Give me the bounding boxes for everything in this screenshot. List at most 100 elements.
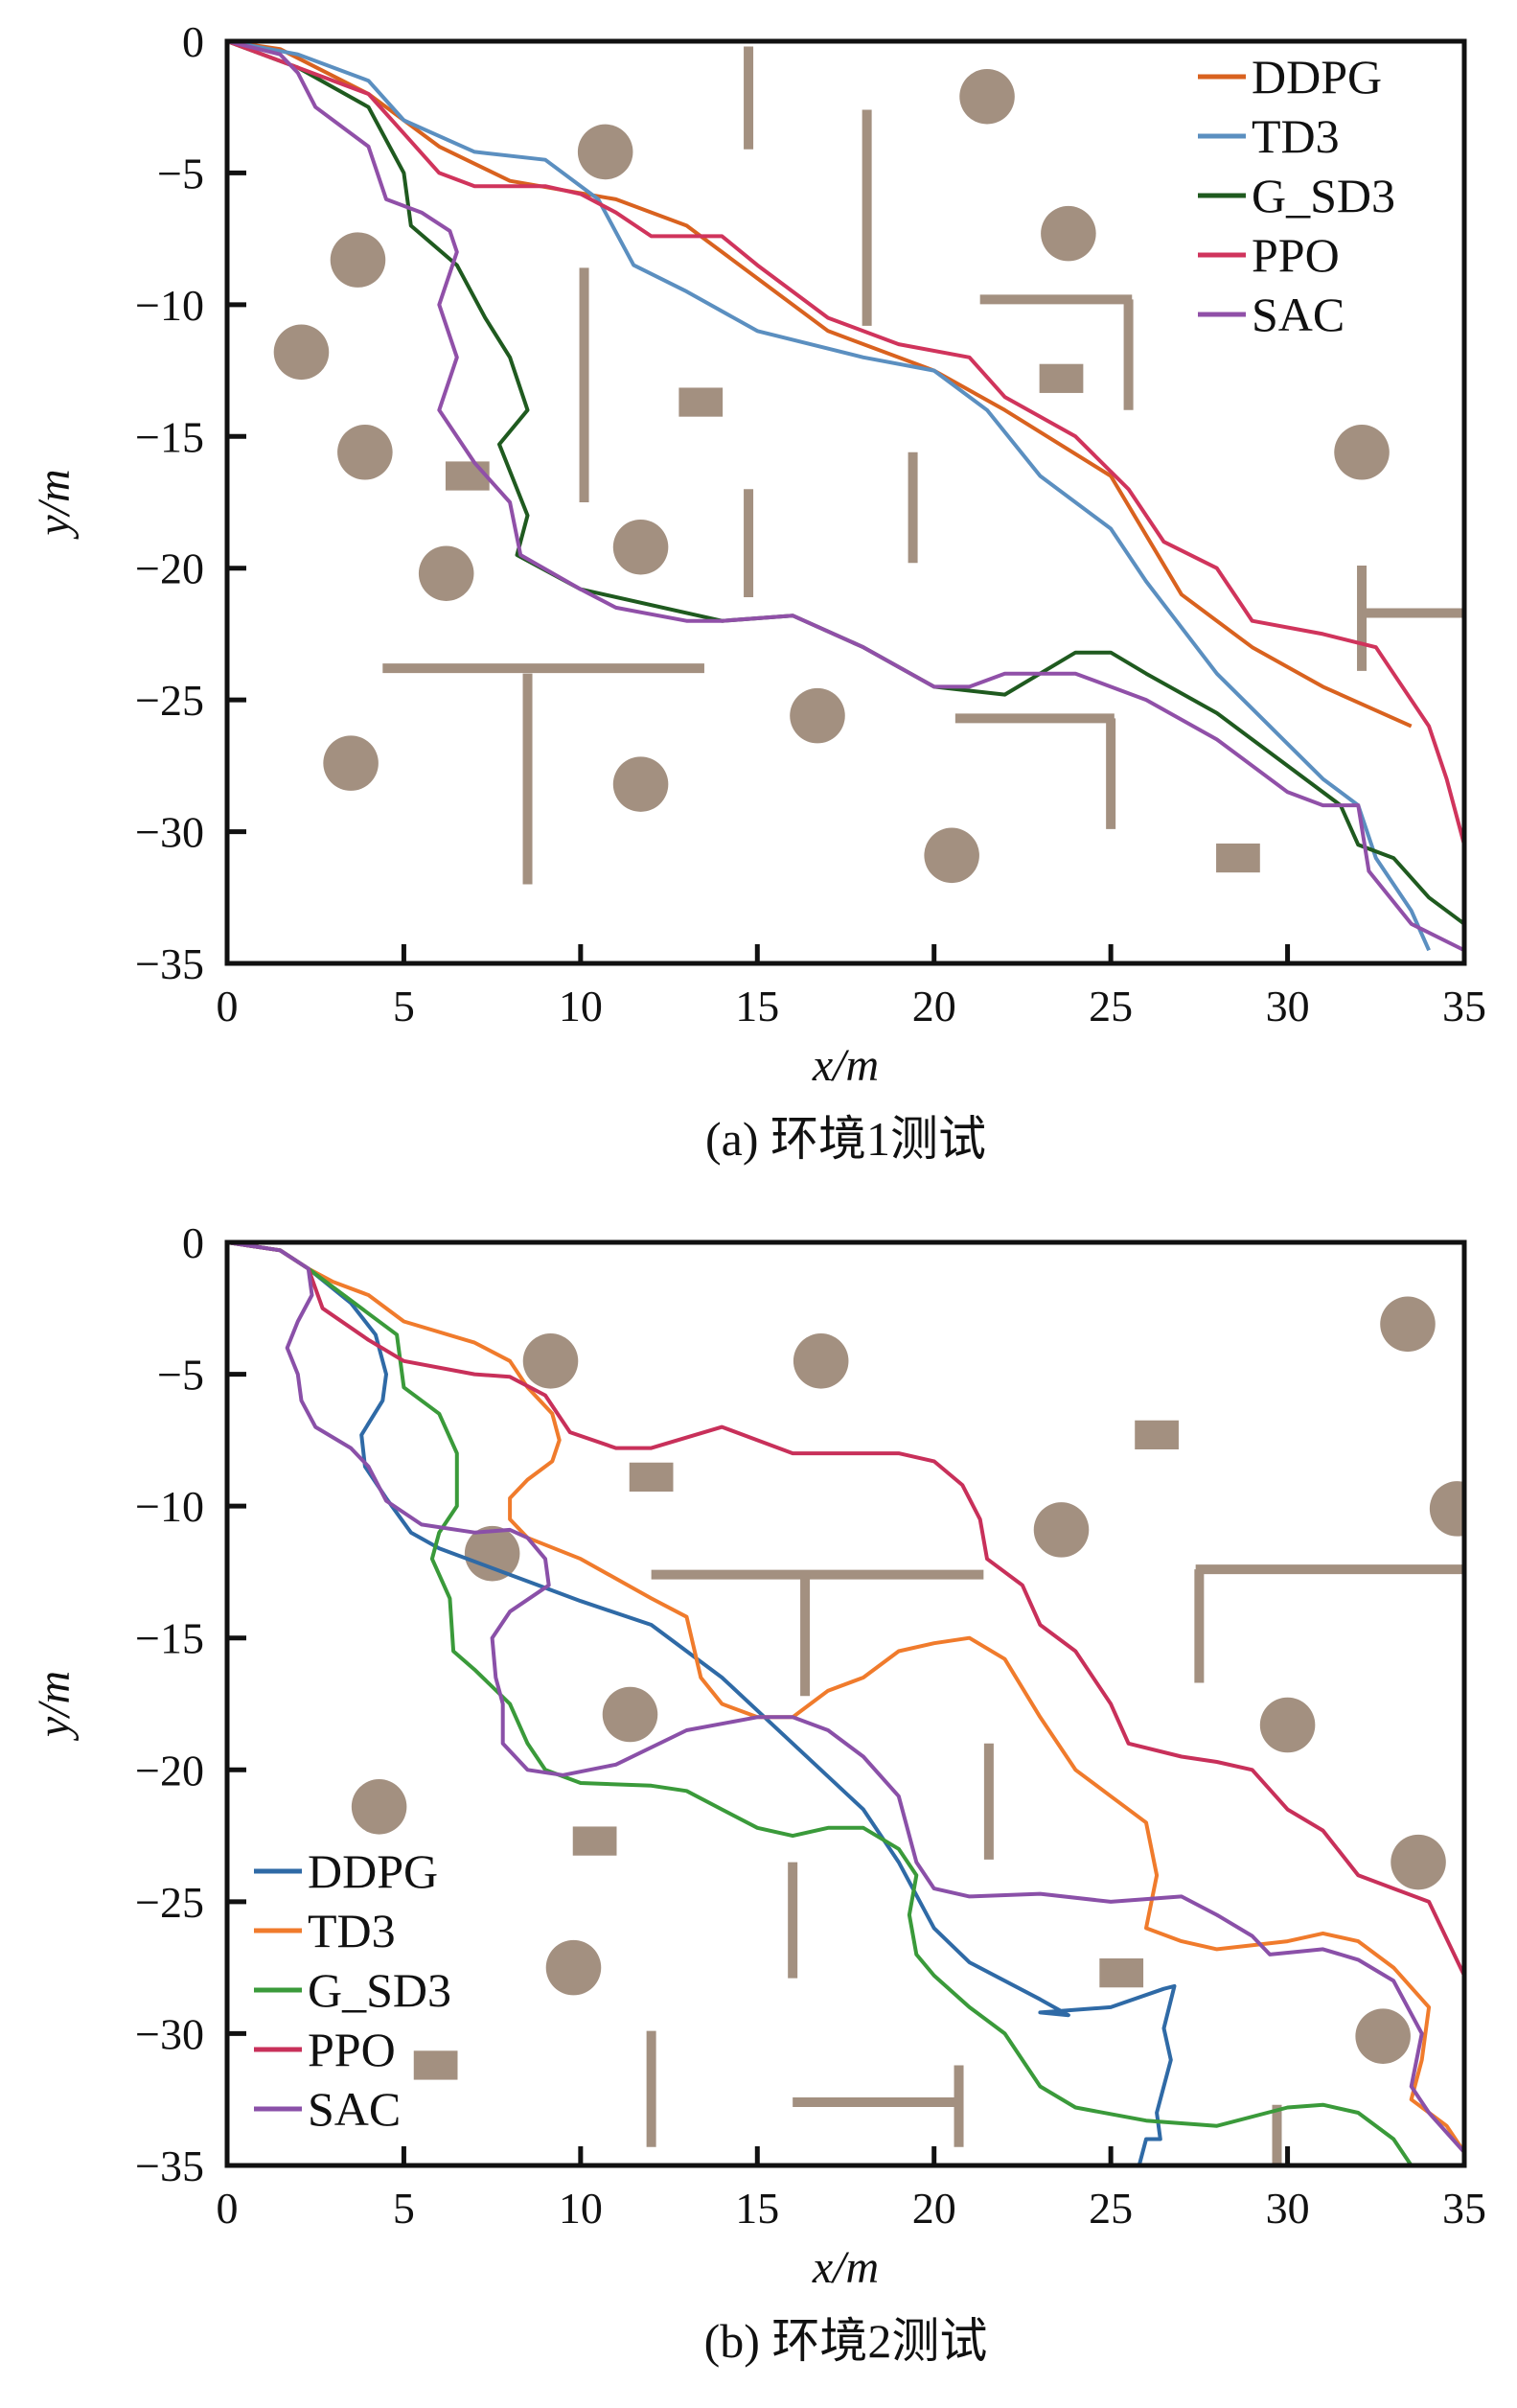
trajectory-line-td3	[227, 1242, 1464, 2154]
legend-label: SAC	[1252, 288, 1345, 341]
trajectory-line-sac	[227, 1242, 1464, 2154]
plot-area	[227, 1242, 1464, 2165]
x-tick-label: 5	[393, 982, 415, 1030]
y-tick-label: −35	[135, 939, 204, 988]
y-axis-label: y/m	[29, 1671, 80, 1742]
x-tick-label: 15	[735, 2184, 779, 2233]
trajectory-line-ppo	[227, 41, 1464, 845]
circle-obstacle	[273, 324, 330, 381]
trajectory-line-td3	[227, 41, 1431, 952]
circle-obstacle	[577, 124, 633, 180]
y-tick-label: −15	[135, 412, 204, 461]
legend-label: DDPG	[1252, 50, 1382, 104]
legend-label: TD3	[308, 1904, 396, 1957]
circle-obstacle	[545, 1939, 602, 1996]
axes-frame	[224, 1239, 1467, 2168]
circle-obstacle	[1429, 1481, 1464, 1537]
panel-caption: (b) 环境2测试	[704, 2314, 988, 2368]
trajectory-line-sac	[227, 41, 1464, 953]
circle-obstacle	[612, 756, 669, 812]
y-tick-label: −5	[157, 1351, 204, 1400]
square-obstacle	[445, 461, 490, 491]
x-axis-label: x/m	[812, 2242, 879, 2293]
chart-panel-b: 0 5 10 15 20 25 30 35 0 −5 −10 −15 −20 −25 −30 −35 x/m y/…	[29, 1218, 1486, 2368]
plot-area	[227, 41, 1464, 953]
x-tick-label: 5	[393, 2184, 415, 2233]
x-tick-label: 25	[1089, 982, 1133, 1030]
x-tick-label: 35	[1442, 982, 1486, 1030]
square-obstacle	[1099, 1958, 1144, 1988]
circle-obstacle	[1380, 1296, 1436, 1353]
circle-obstacle	[1041, 205, 1096, 262]
circle-obstacle	[330, 232, 386, 288]
x-tick-label: 10	[559, 982, 603, 1030]
circle-obstacle	[337, 425, 393, 480]
x-tick-label: 20	[912, 982, 956, 1030]
circle-obstacle	[1334, 425, 1390, 480]
x-tick-label: 30	[1266, 2184, 1310, 2233]
y-tick-label: −25	[135, 1878, 204, 1927]
legend-label: PPO	[308, 2023, 396, 2076]
square-obstacle	[572, 1826, 617, 1856]
y-tick-label: −10	[135, 1482, 204, 1531]
circle-obstacle	[793, 1333, 849, 1389]
y-tick-label: −15	[135, 1614, 204, 1663]
y-tick-label: −20	[135, 1746, 204, 1794]
circle-obstacle	[464, 1525, 520, 1582]
circle-obstacle	[924, 827, 979, 884]
y-tick-label: −30	[135, 808, 204, 857]
square-obstacle	[1135, 1420, 1179, 1449]
y-tick-label: −30	[135, 2009, 204, 2058]
square-obstacle	[629, 1462, 674, 1493]
square-obstacle	[678, 387, 724, 417]
circle-obstacle	[1391, 1834, 1446, 1890]
x-tick-label: 35	[1442, 2184, 1486, 2233]
x-tick-label: 10	[559, 2184, 603, 2233]
square-obstacle	[1039, 363, 1084, 393]
circle-obstacle	[323, 735, 379, 791]
x-tick-label: 25	[1089, 2184, 1133, 2233]
axes-frame	[224, 38, 1467, 966]
circle-obstacle	[351, 1779, 407, 1835]
y-tick-label: 0	[182, 1218, 204, 1267]
y-tick-label: −20	[135, 544, 204, 593]
legend: DDPG TD3 G_SD3 PPO SAC	[254, 1844, 451, 2136]
y-tick-label: −10	[135, 281, 204, 330]
legend-label: SAC	[308, 2082, 401, 2136]
legend-label: PPO	[1252, 228, 1340, 282]
circle-obstacle	[522, 1333, 579, 1389]
legend-label: DDPG	[308, 1844, 438, 1898]
legend-label: G_SD3	[1252, 169, 1395, 222]
x-tick-label: 30	[1266, 982, 1310, 1030]
circle-obstacle	[790, 687, 845, 744]
circle-obstacle	[959, 68, 1015, 125]
chart-panel-a: 0 5 10 15 20 25 30 35 0 −5 −10 −15 −20 −25 −30 −35 x/m y/…	[29, 17, 1486, 1166]
circle-obstacle	[1259, 1697, 1316, 1753]
circle-obstacle	[612, 519, 669, 575]
trajectory-line-ddpg	[227, 1242, 1177, 2165]
legend-label: G_SD3	[308, 1963, 451, 2017]
y-tick-label: −25	[135, 676, 204, 725]
x-tick-label: 0	[217, 2184, 239, 2233]
square-obstacle	[413, 2050, 458, 2080]
circle-obstacle	[1033, 1502, 1090, 1558]
y-tick-label: −35	[135, 2142, 204, 2190]
y-tick-label: −5	[157, 149, 204, 197]
x-axis-label: x/m	[812, 1040, 879, 1091]
circle-obstacle	[1355, 2008, 1411, 2064]
y-axis-label: y/m	[29, 469, 80, 540]
circle-obstacle	[418, 545, 474, 601]
x-tick-label: 15	[735, 982, 779, 1030]
circle-obstacle	[602, 1686, 658, 1743]
panel-caption: (a) 环境1测试	[705, 1112, 986, 1166]
y-tick-label: 0	[182, 17, 204, 66]
legend-label: TD3	[1252, 109, 1340, 163]
x-tick-label: 20	[912, 2184, 956, 2233]
square-obstacle	[1216, 843, 1260, 873]
trajectory-line-ppo	[227, 1242, 1464, 1977]
x-tick-label: 0	[217, 982, 239, 1030]
trajectory-line-ddpg	[227, 41, 1413, 729]
trajectory-line-g-sd3	[227, 1242, 1414, 2165]
